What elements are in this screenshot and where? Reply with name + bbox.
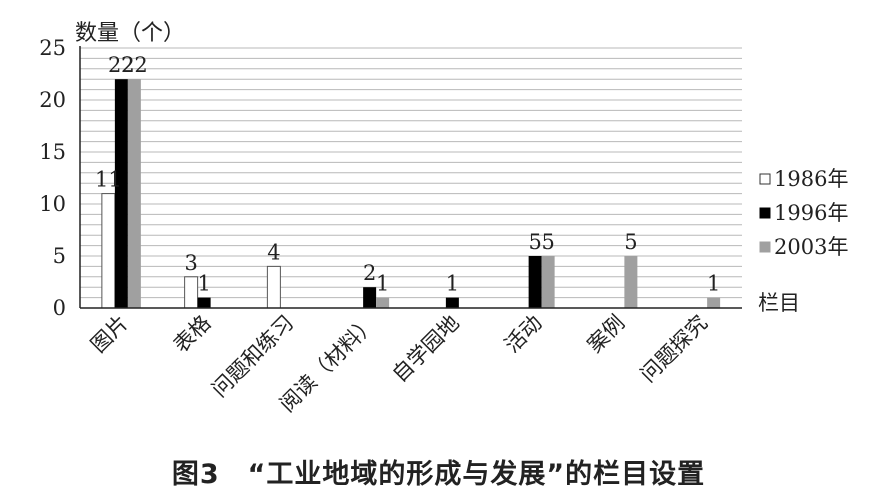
bar-1996年-表格: [197, 297, 211, 308]
data-label: 5: [528, 230, 541, 254]
legend-label: 1996年: [774, 201, 848, 225]
category-label: 问题和练习: [207, 311, 298, 402]
data-label: 22: [108, 53, 135, 77]
legend-swatch: [759, 207, 771, 219]
bar-1986年-问题和练习: [266, 265, 281, 309]
legend: 1986年 1996年 2003年: [759, 167, 848, 259]
data-label: 4: [267, 240, 280, 264]
category-label: 自学园地: [388, 311, 464, 387]
legend-label: 1986年: [774, 167, 848, 191]
y-tick-label: 25: [39, 36, 66, 60]
bar-2003年-活动: [541, 256, 555, 308]
bar-1996年-阅读（材料）: [363, 287, 377, 308]
y-tick-label: 0: [53, 296, 66, 320]
bar-2003年-图片: [127, 79, 141, 308]
x-axis-label: 栏目: [758, 291, 800, 315]
legend-swatch: [759, 173, 771, 185]
data-label: 1: [376, 272, 389, 296]
figure-caption: 图3 “工业地域的形成与发展”的栏目设置: [171, 459, 706, 490]
category-label: 活动: [500, 311, 547, 358]
bar-2003年-案例: [624, 256, 638, 308]
y-tick-label: 15: [39, 140, 66, 164]
y-tick-label: 10: [39, 192, 66, 216]
legend-label: 2003年: [774, 235, 848, 259]
bar-2003年-阅读（材料）: [376, 297, 390, 308]
category-label: 图片: [86, 311, 133, 358]
bars: [101, 79, 721, 309]
data-label: 1: [197, 272, 210, 296]
category-label: 表格: [169, 311, 216, 358]
bar-1996年-活动: [528, 256, 542, 308]
bar-2003年-问题探究: [707, 297, 721, 308]
category-label: 案例: [583, 311, 630, 358]
data-label: 11: [95, 168, 122, 192]
data-label: 3: [184, 251, 197, 275]
bar-1986年-图片: [101, 193, 116, 309]
data-label: 2: [363, 261, 376, 285]
category-label: 问题探究: [636, 311, 712, 387]
bar-1996年-自学园地: [445, 297, 459, 308]
y-tick-labels: 0 5 10 15 20 25: [39, 36, 66, 320]
data-label: 5: [624, 230, 637, 254]
gridlines: [80, 47, 742, 299]
y-tick-label: 5: [53, 244, 66, 268]
bar-1986年-表格: [184, 276, 199, 309]
bar-1996年-图片: [114, 79, 128, 308]
y-axis-label: 数量（个）: [75, 21, 185, 46]
y-tick-label: 20: [39, 88, 66, 112]
data-label: 22: [121, 53, 148, 77]
data-label: 1: [707, 272, 720, 296]
legend-swatch: [759, 241, 771, 253]
data-label: 1: [446, 272, 459, 296]
data-label: 5: [541, 230, 554, 254]
axes: [79, 46, 742, 309]
